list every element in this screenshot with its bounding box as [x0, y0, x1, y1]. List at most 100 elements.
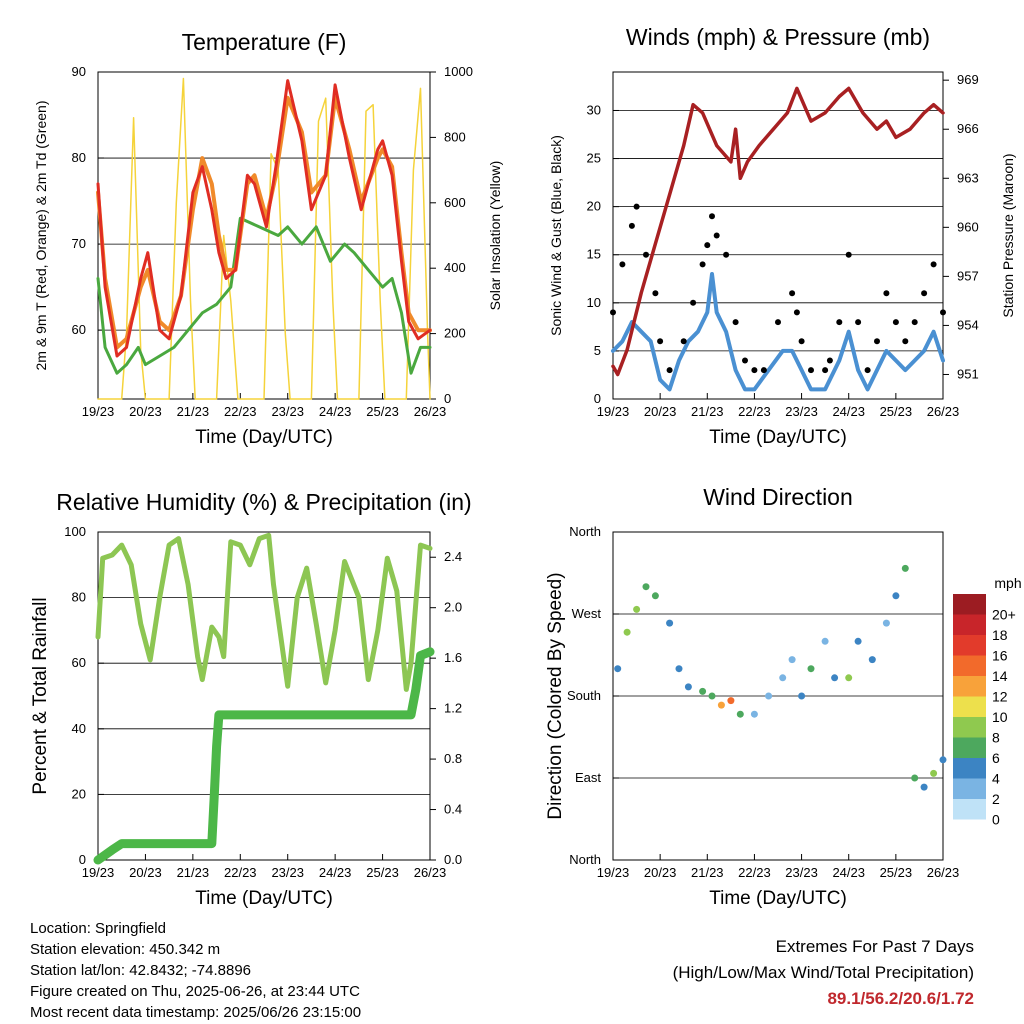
wind-direction-panel: Wind Direction 19/23 20/23 21/23 22/23 23/23 2… — [545, 484, 959, 909]
winds-pressure-panel: Winds (mph) & Pressure (mb) 19/23 20/23 21/… — [548, 24, 1016, 448]
y-tick-label: 70 — [72, 236, 86, 251]
colorbar-swatch — [953, 799, 986, 820]
x-axis-label: Time (Day/UTC) — [709, 427, 847, 448]
series-line-2m-td — [96, 216, 432, 375]
data-point — [732, 319, 739, 326]
series-points-direction — [614, 564, 947, 791]
temperature-panel: Temperature (F) 19/23 20/23 21/23 22/23 23/23… — [33, 29, 503, 448]
x-tick-label: 21/23 — [177, 404, 210, 419]
x-tick-label: 23/23 — [785, 404, 818, 419]
recent-data-text: Most recent data timestamp: 2025/06/26 2… — [30, 1004, 362, 1021]
data-point — [652, 290, 659, 297]
colorbar-swatch — [953, 614, 986, 635]
panel-title: Relative Humidity (%) & Precipitation (i… — [56, 489, 471, 515]
data-point — [619, 261, 626, 268]
speed-colorbar: mph 20+ 18 16 14 12 10 8 6 4 2 0 — [953, 575, 1022, 827]
y-tick-label: East — [575, 770, 601, 785]
data-point — [892, 319, 899, 326]
y-axis-label: Direction (Colored By Speed) — [545, 572, 566, 819]
y2-tick-label: 963 — [957, 170, 979, 185]
panel-title: Winds (mph) & Pressure (mb) — [626, 24, 930, 50]
data-point — [709, 213, 715, 220]
data-point — [708, 692, 716, 700]
x-tick-label: 26/23 — [927, 865, 960, 880]
extremes-info: Extremes For Past 7 Days (High/Low/Max W… — [673, 934, 974, 1012]
data-point — [643, 251, 649, 258]
y-tick-label: 40 — [72, 721, 86, 736]
data-point — [633, 203, 640, 210]
series-line-solar-insolation — [97, 77, 431, 400]
y2-axis-label: Solar Insolation (Yellow) — [487, 161, 503, 311]
y-tick-label: 100 — [64, 524, 86, 539]
colorbar-label: 10 — [992, 709, 1008, 725]
colorbar-label: 6 — [992, 750, 1000, 766]
data-point — [831, 674, 839, 682]
data-point — [798, 692, 806, 700]
colorbar-swatch — [953, 676, 986, 697]
colorbar-swatch — [953, 717, 986, 738]
data-point — [628, 222, 635, 229]
data-point — [610, 309, 616, 316]
data-point — [892, 592, 900, 600]
data-point — [911, 774, 919, 782]
series-line-rh — [95, 532, 433, 692]
data-point — [657, 338, 664, 345]
colorbar-swatch — [953, 778, 986, 799]
x-axis-label: Time (Day/UTC) — [195, 888, 333, 909]
y-tick-label: West — [572, 606, 602, 621]
x-tick-label: 24/23 — [832, 865, 865, 880]
y-tick-label: 0 — [79, 852, 86, 867]
y-tick-label: 60 — [72, 322, 86, 337]
extremes-subtitle: (High/Low/Max Wind/Total Precipitation) — [672, 963, 974, 982]
data-point — [690, 299, 697, 306]
y-axis-label: 2m & 9m T (Red, Orange) & 2m Td (Green) — [33, 101, 49, 371]
y2-tick-label: 1.2 — [444, 701, 462, 716]
x-axis-label: Time (Day/UTC) — [709, 888, 847, 909]
y-tick-label: 20 — [72, 786, 86, 801]
x-tick-label: 21/23 — [691, 865, 724, 880]
x-tick-label: 19/23 — [82, 404, 115, 419]
x-tick-label: 25/23 — [880, 404, 913, 419]
x-tick-label: 23/23 — [271, 404, 304, 419]
data-point — [836, 319, 843, 326]
y2-axis-label: Station Pressure (Maroon) — [1000, 153, 1016, 317]
y-tick-label: 5 — [594, 343, 601, 358]
y2-tick-label: 0 — [444, 391, 451, 406]
data-point — [798, 338, 805, 345]
x-tick-label: 26/23 — [927, 404, 960, 419]
y-tick-label: 20 — [587, 199, 601, 214]
data-point — [727, 697, 735, 705]
x-tick-label: 24/23 — [832, 404, 865, 419]
y-tick-label: South — [567, 688, 601, 703]
y2-tick-label: 951 — [957, 366, 979, 381]
plot-frame — [97, 531, 431, 861]
data-point — [675, 665, 683, 673]
colorbar-swatch — [953, 655, 986, 676]
y-tick-label: 15 — [587, 247, 601, 262]
data-point — [717, 701, 725, 709]
x-tick-label: 19/23 — [597, 404, 630, 419]
location-text: Location: Springfield — [30, 920, 166, 937]
colorbar-label: 14 — [992, 668, 1008, 684]
y2-tick-label: 1.6 — [444, 650, 462, 665]
data-point — [821, 637, 829, 645]
y-tick-label: 30 — [587, 102, 601, 117]
data-point — [666, 367, 673, 374]
y-tick-label: 60 — [72, 655, 86, 670]
data-point — [699, 261, 706, 268]
data-point — [822, 367, 829, 374]
latlon-text: Station lat/lon: 42.8432; -74.8896 — [30, 962, 252, 979]
x-tick-label: 20/23 — [644, 865, 677, 880]
data-point — [808, 367, 814, 374]
data-point — [723, 251, 730, 258]
y-axis-label: Percent & Total Rainfall — [30, 597, 51, 794]
data-point — [920, 783, 928, 791]
data-point — [680, 338, 687, 345]
colorbar-label: 4 — [992, 770, 1000, 786]
data-point — [793, 309, 800, 316]
data-point — [883, 290, 890, 297]
data-point — [845, 674, 853, 682]
data-point — [901, 564, 909, 572]
data-point — [855, 319, 862, 326]
